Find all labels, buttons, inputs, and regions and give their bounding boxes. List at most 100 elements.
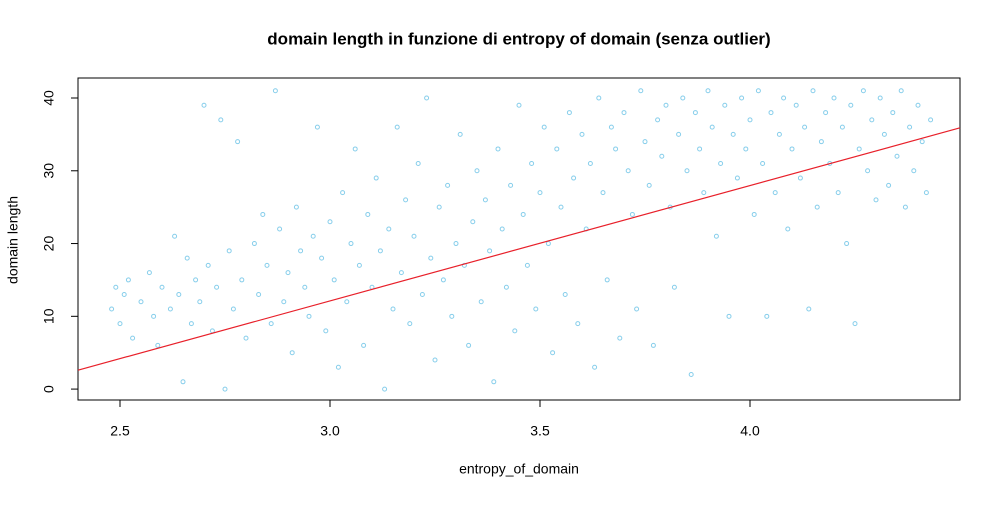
point (919, 139, 925, 145)
point (550, 350, 556, 356)
point (218, 117, 224, 123)
point (587, 161, 593, 167)
point (403, 197, 409, 203)
point (722, 102, 728, 108)
point (474, 168, 480, 174)
point (839, 124, 845, 130)
point (764, 313, 770, 319)
point (537, 190, 543, 196)
point (415, 161, 421, 167)
y-axis-label: domain length (5, 196, 21, 284)
x-tick-label: 3.5 (530, 423, 550, 439)
point (243, 335, 249, 341)
chart-title: domain length in funzione di entropy of … (267, 29, 770, 48)
point (109, 306, 115, 312)
point (739, 95, 745, 101)
point (428, 255, 434, 261)
point (772, 190, 778, 196)
point (571, 175, 577, 181)
point (239, 277, 245, 283)
point (886, 182, 892, 188)
point (856, 146, 862, 152)
point (634, 306, 640, 312)
point (541, 124, 547, 130)
x-tick-label: 4.0 (740, 423, 760, 439)
y-tick-label: 0 (41, 385, 57, 393)
point (151, 313, 157, 319)
point (747, 117, 753, 123)
point (671, 284, 677, 290)
point (188, 321, 194, 327)
point (155, 342, 161, 348)
point (869, 117, 875, 123)
point (289, 350, 295, 356)
point (718, 161, 724, 167)
point (113, 284, 119, 290)
point (835, 190, 841, 196)
point (613, 146, 619, 152)
point (314, 124, 320, 130)
point (214, 284, 220, 290)
point (398, 270, 404, 276)
point (575, 321, 581, 327)
point (356, 262, 362, 268)
y-tick-label: 20 (41, 236, 57, 252)
point (390, 306, 396, 312)
point (440, 277, 446, 283)
point (193, 277, 199, 283)
point (319, 255, 325, 261)
point (272, 88, 278, 94)
point (331, 277, 337, 283)
point (751, 211, 757, 217)
point (457, 131, 463, 137)
point (898, 88, 904, 94)
point (781, 95, 787, 101)
point (789, 146, 795, 152)
point (293, 204, 299, 210)
point (377, 248, 383, 254)
point (705, 88, 711, 94)
point (621, 110, 627, 116)
point (503, 284, 509, 290)
point (600, 190, 606, 196)
point (461, 262, 467, 268)
point (499, 226, 505, 232)
point (713, 233, 719, 239)
point (533, 306, 539, 312)
point (823, 110, 829, 116)
point (655, 117, 661, 123)
point (256, 291, 262, 297)
point (625, 168, 631, 174)
point (676, 131, 682, 137)
point (298, 248, 304, 254)
point (890, 110, 896, 116)
point (617, 335, 623, 341)
point (663, 102, 669, 108)
point (768, 110, 774, 116)
point (865, 168, 871, 174)
point (386, 226, 392, 232)
point (760, 161, 766, 167)
point (306, 313, 312, 319)
point (138, 299, 144, 305)
point (230, 306, 236, 312)
point (176, 291, 182, 297)
point (251, 241, 257, 247)
point (449, 313, 455, 319)
point (701, 190, 707, 196)
point (235, 139, 241, 145)
regression-line (77, 127, 961, 371)
point (592, 364, 598, 370)
point (172, 233, 178, 239)
point (167, 306, 173, 312)
point (495, 146, 501, 152)
point (520, 211, 526, 217)
point (365, 211, 371, 217)
point (529, 161, 535, 167)
point (755, 88, 761, 94)
point (608, 124, 614, 130)
point (281, 299, 287, 305)
point (180, 379, 186, 385)
point (482, 197, 488, 203)
